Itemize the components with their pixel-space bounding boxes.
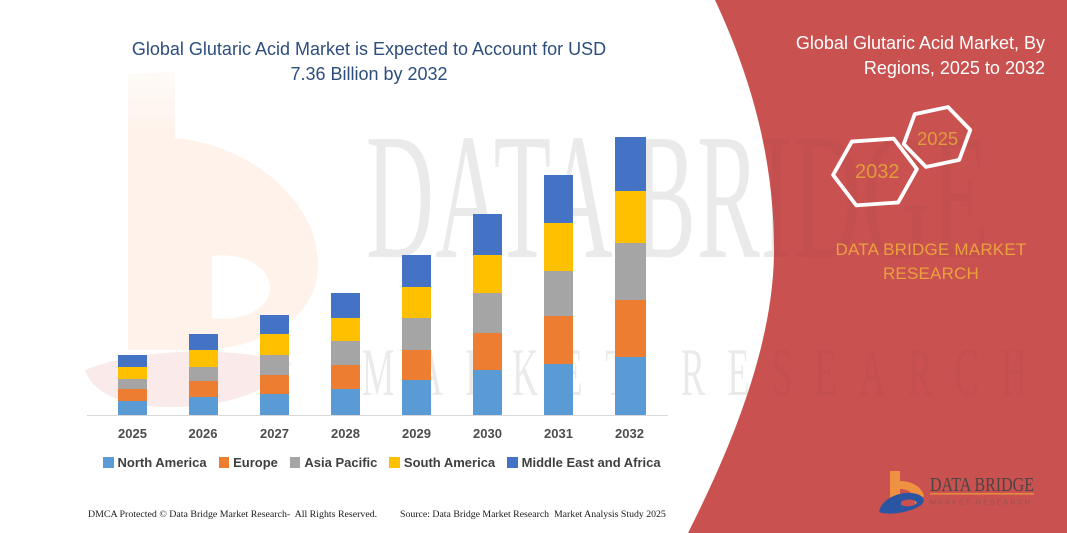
svg-text:DATA BRIDGE: DATA BRIDGE xyxy=(930,474,1034,496)
svg-text:MARKET RESEARCH: MARKET RESEARCH xyxy=(930,498,1032,507)
